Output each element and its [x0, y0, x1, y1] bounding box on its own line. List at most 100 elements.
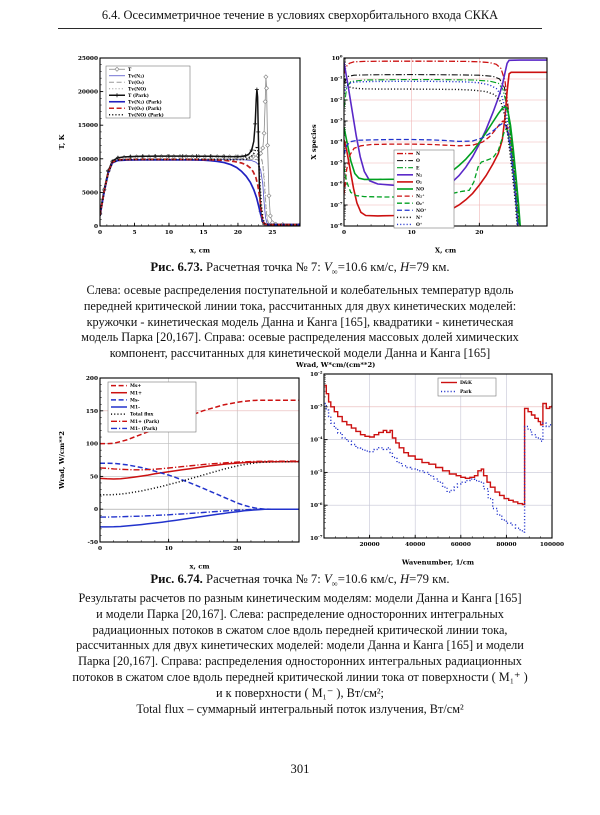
svg-text:Park: Park: [460, 389, 473, 395]
svg-text:O⁺: O⁺: [416, 222, 423, 228]
svg-text:Wavenumber, 1/cm: Wavenumber, 1/cm: [401, 559, 475, 567]
svg-text:10-1: 10-1: [330, 75, 343, 83]
svg-text:M1- (Park): M1- (Park): [130, 425, 157, 432]
svg-text:10: 10: [165, 546, 173, 552]
fig-6-73-temperature-chart: 0 5 10 15 20 25 0 5000 10000 15000 20000 25000 T Tv(N…: [56, 52, 308, 256]
svg-text:150: 150: [86, 409, 98, 415]
svg-text:25000: 25000: [78, 56, 98, 62]
svg-text:0: 0: [342, 230, 346, 236]
svg-text:10000: 10000: [78, 157, 98, 163]
fig-6-74-flux-chart: 0 10 20 -50 0 50 100 150 200 Ms+ M1+ Ms- M1- Total fl…: [56, 370, 306, 572]
svg-text:M1+ (Park): M1+ (Park): [130, 418, 159, 425]
svg-text:Tv(O₂): Tv(O₂): [128, 79, 144, 86]
svg-text:Ms-: Ms-: [130, 397, 140, 403]
description-line: и к поверхности ( M₁⁻ ), Вт/см²;: [216, 685, 384, 700]
svg-text:-50: -50: [88, 540, 98, 546]
svg-text:50: 50: [90, 474, 98, 480]
svg-text:T (Park): T (Park): [128, 92, 149, 99]
svg-text:NO: NO: [416, 187, 424, 193]
section-title: 6.4. Осесимметричное течение в условиях …: [101, 8, 499, 22]
header-rule: [58, 28, 542, 29]
description-line: Слева: осевые распределения поступательн…: [86, 283, 514, 297]
svg-text:T: T: [128, 67, 132, 73]
svg-text:100: 100: [86, 442, 98, 448]
description-line: Total flux – суммарный интегральный пото…: [136, 701, 464, 716]
svg-text:X species: X species: [310, 124, 318, 160]
svg-text:0: 0: [98, 230, 102, 236]
svg-text:M1+: M1+: [130, 390, 142, 396]
svg-text:X, cm: X, cm: [435, 247, 457, 255]
description-line: радиационных потоков в сжатом слое вдоль…: [92, 622, 508, 637]
temperature-plot: 0 5 10 15 20 250500010000150002000025000TTv(N…: [58, 56, 301, 255]
svg-text:20: 20: [234, 230, 242, 236]
description-line: кружочки - кинетическая модель Данна и К…: [86, 314, 514, 329]
svg-text:Tv(NO) (Park): Tv(NO) (Park): [128, 111, 164, 118]
svg-text:T, K: T, K: [58, 133, 66, 149]
svg-text:10-4: 10-4: [330, 138, 343, 146]
svg-text:10-5: 10-5: [310, 468, 323, 476]
svg-text:40000: 40000: [405, 542, 425, 548]
svg-text:80000: 80000: [496, 542, 516, 548]
description-line: компонент, рассчитанных для кинетической…: [109, 346, 491, 361]
svg-text:100: 100: [332, 54, 343, 62]
svg-text:N₂⁺: N₂⁺: [416, 194, 425, 200]
svg-text:10-6: 10-6: [330, 180, 343, 188]
svg-text:20000: 20000: [78, 90, 98, 96]
svg-text:O: O: [416, 158, 420, 164]
svg-text:10-4: 10-4: [310, 435, 323, 443]
svg-text:x, cm: x, cm: [189, 563, 210, 571]
fig-6-74-description: Результаты расчетов по разным кинетическ…: [20, 591, 580, 717]
description-line: потоков в сжатом слое вдоль передней кри…: [72, 669, 528, 684]
svg-text:20: 20: [233, 546, 241, 552]
species-plot: 0 10 20 10-8 10-7 10-6 10-5 10-4 10-3 10-2 10-1 100…: [310, 54, 548, 255]
svg-text:10-3: 10-3: [330, 117, 343, 125]
fig-6-74-label: Рис. 6.74.: [150, 572, 203, 586]
svg-text:NO⁺: NO⁺: [416, 208, 427, 214]
svg-text:Tv(NO): Tv(NO): [128, 85, 146, 92]
svg-text:Tv(O₂) (Park): Tv(O₂) (Park): [128, 105, 162, 112]
fig-6-74-caption: Рис. 6.74. Расчетная точка № 7: V∞=10.6 …: [150, 572, 450, 589]
svg-text:10: 10: [165, 230, 173, 236]
svg-text:N⁺: N⁺: [416, 215, 423, 221]
svg-text:10-7: 10-7: [310, 534, 323, 542]
svg-text:20: 20: [475, 230, 483, 236]
description-line: передней критической линии тока, рассчит…: [83, 298, 517, 313]
svg-text:0: 0: [94, 224, 98, 230]
svg-text:E: E: [416, 165, 420, 171]
svg-text:60000: 60000: [451, 542, 471, 548]
svg-text:M1-: M1-: [130, 405, 140, 411]
svg-text:O₂⁺: O₂⁺: [416, 201, 425, 207]
svg-text:x, cm: x, cm: [190, 247, 211, 255]
svg-text:N: N: [416, 151, 420, 157]
svg-text:D&K: D&K: [460, 380, 473, 386]
svg-text:5: 5: [132, 230, 136, 236]
fig-6-73-caption: Рис. 6.73. Расчетная точка № 7: V∞=10.6 …: [150, 260, 450, 277]
svg-text:10-7: 10-7: [330, 201, 343, 209]
page-number: 301: [290, 762, 310, 776]
svg-text:10-2: 10-2: [330, 96, 343, 104]
svg-text:100000: 100000: [540, 542, 564, 548]
svg-text:25: 25: [268, 230, 276, 236]
fig-6-74-spectrum-chart: 20000 40000 60000 80000 100000 10-7 10-6 10-5 10…: [292, 358, 564, 568]
svg-text:Tv(N₂): Tv(N₂): [128, 72, 144, 79]
svg-text:Wrad, W/cm**2: Wrad, W/cm**2: [58, 431, 66, 490]
svg-text:Total flux: Total flux: [130, 412, 154, 418]
svg-text:10-2: 10-2: [310, 370, 323, 378]
svg-text:Wrad, W*cm/(cm**2): Wrad, W*cm/(cm**2): [295, 361, 375, 369]
svg-text:20000: 20000: [360, 542, 380, 548]
svg-text:200: 200: [86, 376, 98, 382]
svg-text:0: 0: [98, 546, 102, 552]
svg-text:N₂: N₂: [416, 172, 422, 178]
svg-text:15: 15: [199, 230, 207, 236]
fig-6-73-species-chart: 0 10 20 10-8 10-7 10-6 10-5 10-4 10-3 10-2 10-1 100…: [308, 52, 554, 256]
svg-text:10-3: 10-3: [310, 402, 323, 410]
description-line: и модели Парка [20,167]. Слева: распреде…: [96, 606, 504, 621]
svg-text:O₂: O₂: [416, 180, 422, 186]
svg-text:10: 10: [408, 230, 416, 236]
svg-text:10-5: 10-5: [330, 159, 343, 167]
svg-text:15000: 15000: [78, 123, 98, 129]
fig-6-73-description: Слева: осевые распределения поступательн…: [20, 283, 580, 362]
svg-text:Ms+: Ms+: [130, 383, 142, 389]
